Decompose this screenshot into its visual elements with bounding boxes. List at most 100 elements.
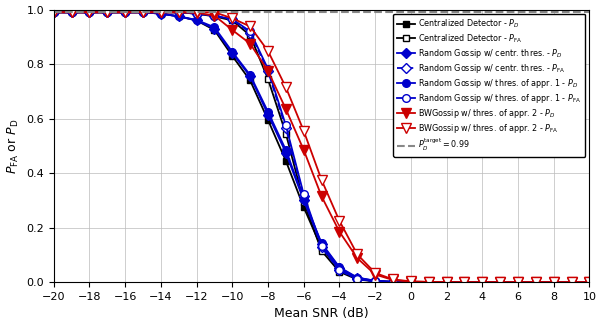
- Random Gossip w/ centr. thres. - $P_D$: [140, 10, 147, 14]
- Random Gossip w/ centr. thres. - $P_{\mathrm{FA}}$: [122, 10, 129, 14]
- Centralized Detector - $P_D$: [336, 267, 343, 271]
- Centralized Detector - $P_D$: [371, 279, 379, 283]
- Centralized Detector - $P_D$: [264, 118, 272, 122]
- Centralized Detector - $P_D$: [86, 10, 93, 14]
- Centralized Detector - $P_{\mathrm{FA}}$: [211, 14, 218, 18]
- Random Gossip w/ centr. thres. - $P_{\mathrm{FA}}$: [193, 12, 200, 16]
- Random Gossip w/ thres. of appr. 1 - $P_D$: [497, 280, 504, 284]
- BWGossip w/ thres. of appr. 2 - $P_{\mathrm{FA}}$: [300, 129, 307, 133]
- BWGossip w/ thres. of appr. 2 - $P_D$: [157, 10, 164, 14]
- Centralized Detector - $P_{\mathrm{FA}}$: [461, 280, 468, 284]
- Centralized Detector - $P_D$: [50, 10, 57, 14]
- Centralized Detector - $P_D$: [104, 10, 111, 14]
- Legend: Centralized Detector - $P_D$, Centralized Detector - $P_{\mathrm{FA}}$, Random G: Centralized Detector - $P_D$, Centralize…: [393, 14, 585, 157]
- Random Gossip w/ thres. of appr. 1 - $P_D$: [211, 25, 218, 29]
- Random Gossip w/ centr. thres. - $P_D$: [532, 280, 539, 284]
- BWGossip w/ thres. of appr. 2 - $P_D$: [371, 273, 379, 276]
- BWGossip w/ thres. of appr. 2 - $P_D$: [443, 280, 450, 284]
- Random Gossip w/ thres. of appr. 1 - $P_D$: [282, 148, 290, 152]
- Random Gossip w/ thres. of appr. 1 - $P_D$: [532, 280, 539, 284]
- Random Gossip w/ centr. thres. - $P_{\mathrm{FA}}$: [86, 10, 93, 14]
- Random Gossip w/ centr. thres. - $P_{\mathrm{FA}}$: [246, 31, 253, 35]
- Random Gossip w/ thres. of appr. 1 - $P_{\mathrm{FA}}$: [586, 280, 593, 284]
- BWGossip w/ thres. of appr. 2 - $P_D$: [282, 107, 290, 111]
- Line: Random Gossip w/ centr. thres. - $P_D$: Random Gossip w/ centr. thres. - $P_D$: [50, 9, 593, 286]
- BWGossip w/ thres. of appr. 2 - $P_{\mathrm{FA}}$: [550, 280, 557, 284]
- BWGossip w/ thres. of appr. 2 - $P_{\mathrm{FA}}$: [389, 277, 397, 281]
- Random Gossip w/ thres. of appr. 1 - $P_{\mathrm{FA}}$: [264, 67, 272, 71]
- Centralized Detector - $P_D$: [425, 280, 432, 284]
- Random Gossip w/ thres. of appr. 1 - $P_D$: [86, 10, 93, 14]
- BWGossip w/ thres. of appr. 2 - $P_{\mathrm{FA}}$: [461, 280, 468, 284]
- Random Gossip w/ centr. thres. - $P_D$: [211, 27, 218, 31]
- BWGossip w/ thres. of appr. 2 - $P_{\mathrm{FA}}$: [229, 16, 236, 20]
- X-axis label: Mean SNR (dB): Mean SNR (dB): [275, 307, 369, 320]
- Random Gossip w/ thres. of appr. 1 - $P_D$: [175, 14, 182, 18]
- Random Gossip w/ centr. thres. - $P_D$: [514, 280, 521, 284]
- Random Gossip w/ thres. of appr. 1 - $P_D$: [407, 280, 414, 284]
- BWGossip w/ thres. of appr. 2 - $P_D$: [140, 10, 147, 14]
- BWGossip w/ thres. of appr. 2 - $P_{\mathrm{FA}}$: [86, 10, 93, 14]
- Random Gossip w/ centr. thres. - $P_D$: [50, 10, 57, 14]
- Random Gossip w/ centr. thres. - $P_{\mathrm{FA}}$: [532, 280, 539, 284]
- Random Gossip w/ thres. of appr. 1 - $P_{\mathrm{FA}}$: [300, 192, 307, 196]
- Centralized Detector - $P_D$: [140, 10, 147, 14]
- BWGossip w/ thres. of appr. 2 - $P_D$: [336, 230, 343, 234]
- Random Gossip w/ centr. thres. - $P_{\mathrm{FA}}$: [50, 10, 57, 14]
- Random Gossip w/ thres. of appr. 1 - $P_{\mathrm{FA}}$: [68, 10, 75, 14]
- Line: Centralized Detector - $P_D$: Centralized Detector - $P_D$: [51, 9, 592, 285]
- Random Gossip w/ thres. of appr. 1 - $P_D$: [479, 280, 486, 284]
- Random Gossip w/ thres. of appr. 1 - $P_D$: [425, 280, 432, 284]
- BWGossip w/ thres. of appr. 2 - $P_{\mathrm{FA}}$: [246, 24, 253, 28]
- Centralized Detector - $P_{\mathrm{FA}}$: [371, 279, 379, 283]
- Random Gossip w/ centr. thres. - $P_{\mathrm{FA}}$: [104, 10, 111, 14]
- Random Gossip w/ thres. of appr. 1 - $P_D$: [371, 279, 379, 283]
- Random Gossip w/ thres. of appr. 1 - $P_{\mathrm{FA}}$: [353, 277, 361, 281]
- Random Gossip w/ centr. thres. - $P_{\mathrm{FA}}$: [68, 10, 75, 14]
- BWGossip w/ thres. of appr. 2 - $P_D$: [318, 194, 325, 198]
- Centralized Detector - $P_D$: [175, 14, 182, 18]
- Random Gossip w/ centr. thres. - $P_{\mathrm{FA}}$: [264, 69, 272, 73]
- BWGossip w/ thres. of appr. 2 - $P_{\mathrm{FA}}$: [336, 219, 343, 223]
- Random Gossip w/ centr. thres. - $P_D$: [229, 51, 236, 55]
- BWGossip w/ thres. of appr. 2 - $P_D$: [497, 280, 504, 284]
- Centralized Detector - $P_{\mathrm{FA}}$: [300, 200, 307, 204]
- Centralized Detector - $P_D$: [211, 28, 218, 32]
- Random Gossip w/ centr. thres. - $P_D$: [157, 12, 164, 16]
- Random Gossip w/ thres. of appr. 1 - $P_{\mathrm{FA}}$: [50, 10, 57, 14]
- Centralized Detector - $P_{\mathrm{FA}}$: [50, 10, 57, 14]
- Centralized Detector - $P_D$: [246, 79, 253, 82]
- BWGossip w/ thres. of appr. 2 - $P_{\mathrm{FA}}$: [282, 85, 290, 89]
- BWGossip w/ thres. of appr. 2 - $P_D$: [122, 10, 129, 14]
- Random Gossip w/ thres. of appr. 1 - $P_D$: [246, 73, 253, 77]
- Random Gossip w/ centr. thres. - $P_D$: [193, 19, 200, 22]
- Centralized Detector - $P_{\mathrm{FA}}$: [336, 270, 343, 274]
- Centralized Detector - $P_D$: [300, 205, 307, 209]
- Random Gossip w/ centr. thres. - $P_D$: [122, 10, 129, 14]
- BWGossip w/ thres. of appr. 2 - $P_D$: [193, 11, 200, 15]
- Random Gossip w/ centr. thres. - $P_D$: [443, 280, 450, 284]
- Random Gossip w/ thres. of appr. 1 - $P_D$: [50, 10, 57, 14]
- Centralized Detector - $P_{\mathrm{FA}}$: [550, 280, 557, 284]
- BWGossip w/ thres. of appr. 2 - $P_{\mathrm{FA}}$: [532, 280, 539, 284]
- $P_D^{\mathrm{target}} = 0.99$: [407, 10, 414, 14]
- BWGossip w/ thres. of appr. 2 - $P_D$: [389, 278, 397, 282]
- BWGossip w/ thres. of appr. 2 - $P_{\mathrm{FA}}$: [371, 271, 379, 275]
- Centralized Detector - $P_D$: [568, 280, 575, 284]
- BWGossip w/ thres. of appr. 2 - $P_{\mathrm{FA}}$: [211, 10, 218, 14]
- Centralized Detector - $P_D$: [282, 159, 290, 163]
- BWGossip w/ thres. of appr. 2 - $P_{\mathrm{FA}}$: [514, 280, 521, 284]
- Random Gossip w/ centr. thres. - $P_{\mathrm{FA}}$: [353, 277, 361, 281]
- Random Gossip w/ thres. of appr. 1 - $P_{\mathrm{FA}}$: [211, 14, 218, 18]
- Random Gossip w/ centr. thres. - $P_D$: [68, 10, 75, 14]
- Random Gossip w/ centr. thres. - $P_D$: [497, 280, 504, 284]
- Centralized Detector - $P_{\mathrm{FA}}$: [122, 10, 129, 14]
- Y-axis label: $P_{\mathrm{FA}}$ or $P_\mathrm{D}$: $P_{\mathrm{FA}}$ or $P_\mathrm{D}$: [5, 118, 20, 173]
- Random Gossip w/ centr. thres. - $P_{\mathrm{FA}}$: [461, 280, 468, 284]
- Random Gossip w/ thres. of appr. 1 - $P_{\mathrm{FA}}$: [425, 280, 432, 284]
- Centralized Detector - $P_{\mathrm{FA}}$: [264, 77, 272, 81]
- Random Gossip w/ centr. thres. - $P_{\mathrm{FA}}$: [336, 269, 343, 273]
- Random Gossip w/ centr. thres. - $P_{\mathrm{FA}}$: [425, 280, 432, 284]
- BWGossip w/ thres. of appr. 2 - $P_D$: [568, 280, 575, 284]
- Centralized Detector - $P_{\mathrm{FA}}$: [514, 280, 521, 284]
